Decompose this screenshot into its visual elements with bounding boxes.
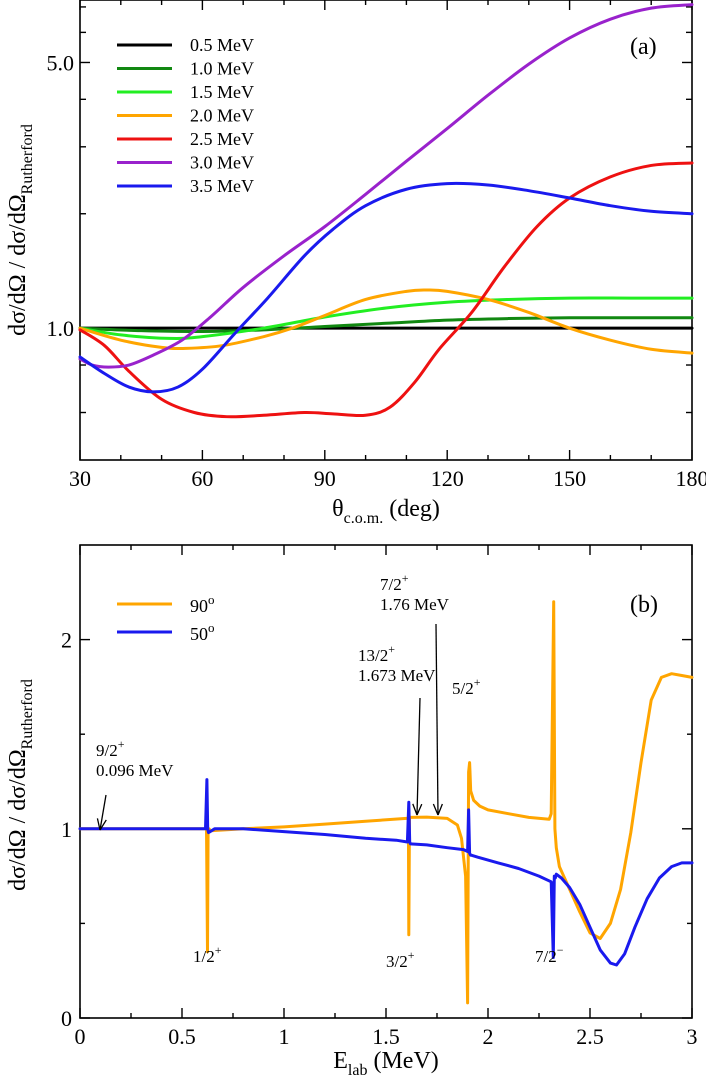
x-tick-label: 2.5	[576, 1024, 604, 1049]
annotation-arrow	[99, 794, 107, 831]
panel-a-tag: (a)	[630, 34, 657, 60]
legend-entry: 3.0 MeV	[190, 153, 254, 173]
x-tick-label: 30	[69, 466, 91, 491]
annotation-label: 9/2+	[96, 737, 125, 760]
y-tick-label: 0	[61, 1006, 72, 1031]
annotation-energy: 0.096 MeV	[96, 761, 174, 780]
legend-entry: 0.5 MeV	[190, 35, 254, 55]
y-tick-label: 2	[61, 628, 72, 653]
x-tick-label: 0.5	[168, 1024, 196, 1049]
annotation-label: 7/2+	[380, 571, 409, 594]
annotation-1-2-plus: 1/2+	[193, 943, 222, 966]
annotation-13-2-plus: 13/2+1.673 MeV	[358, 642, 436, 816]
legend-entry: 1.5 MeV	[190, 82, 254, 102]
legend-entry: 2.0 MeV	[190, 106, 254, 126]
panel-b-tag: (b)	[630, 592, 658, 618]
annotation-arrow	[416, 697, 421, 816]
panel-a-x-ticks: 30 60 90 120 150 180	[69, 0, 706, 491]
panel-a-frame	[79, 0, 693, 461]
panel-b-series	[78, 600, 694, 1005]
y-tick-label: 1.0	[47, 316, 75, 341]
y-tick-label: 1	[61, 817, 72, 842]
y-tick-label: 5.0	[47, 50, 75, 75]
x-tick-label: 150	[553, 466, 586, 491]
x-tick-label: 120	[431, 466, 464, 491]
panel-b-y-ticks: 0 1 2	[61, 628, 692, 1031]
annotation-label: 13/2+	[358, 642, 395, 665]
annotation-9-2-plus: 9/2+0.096 MeV	[96, 737, 174, 831]
series-line-2.5-mev	[78, 161, 694, 419]
annotation-label: 1/2+	[193, 943, 222, 966]
arrow-head	[432, 803, 443, 816]
annotation-label: 3/2+	[386, 948, 415, 971]
panel-b-x-ticks: 0 0.5 1 1.5 2 2.5 3	[75, 545, 698, 1049]
series-line-90deg	[78, 600, 694, 1005]
panel-b-x-axis-label: Elab (MeV)	[333, 1048, 439, 1079]
legend-entry: 3.5 MeV	[190, 176, 254, 196]
x-tick-label: 60	[191, 466, 213, 491]
series-line-50deg	[78, 778, 694, 967]
x-tick-label: 1	[279, 1024, 290, 1049]
annotation-7-2-plus: 7/2+1.76 MeV	[380, 571, 450, 816]
panel-a-x-axis-label: θc.o.m. (deg)	[332, 496, 440, 527]
series-line-1.0-mev	[78, 316, 694, 334]
annotation-3-2-plus: 3/2+	[386, 948, 415, 971]
x-tick-label: 3	[687, 1024, 698, 1049]
annotation-energy: 1.76 MeV	[380, 595, 450, 614]
series-line-3.5-mev	[78, 181, 694, 394]
annotation-arrow	[435, 623, 439, 816]
annotation-label: 5/2+	[452, 675, 481, 698]
legend-entry: 1.0 MeV	[190, 59, 254, 79]
x-tick-label: 0	[75, 1024, 86, 1049]
series-line-1.5-mev	[78, 296, 694, 340]
annotation-label: 7/2−	[535, 943, 564, 966]
legend-entry: 50o	[190, 620, 215, 644]
panel-b-y-axis-label: dσ/dΩ / dσ/dΩRutherford	[5, 679, 36, 891]
x-tick-label: 180	[676, 466, 706, 491]
arrow-head	[412, 803, 423, 816]
panel-a-y-axis-label: dσ/dΩ / dσ/dΩRutherford	[5, 124, 36, 336]
legend-entry: 2.5 MeV	[190, 129, 254, 149]
panel-a-legend: 0.5 MeV 1.0 MeV 1.5 MeV 2.0 MeV 2.5 MeV 3.0 M…	[117, 35, 254, 196]
legend-entry: 90o	[190, 592, 215, 616]
annotation-7-2-minus: 7/2−	[535, 943, 564, 966]
series-line-3.0-mev	[78, 3, 694, 369]
panel-a-series	[78, 3, 694, 419]
panel-a: 30 60 90 120 150 180 1.0 5.0 0.5 MeV 1.0 MeV 1.5…	[5, 0, 706, 527]
annotation-energy: 1.673 MeV	[358, 666, 436, 685]
x-tick-label: 90	[314, 466, 336, 491]
annotation-5-2-plus: 5/2+	[452, 675, 481, 698]
x-tick-label: 2	[483, 1024, 494, 1049]
series-line-2.0-mev	[78, 288, 694, 355]
x-tick-label: 1.5	[372, 1024, 400, 1049]
arrow-head	[96, 818, 107, 831]
